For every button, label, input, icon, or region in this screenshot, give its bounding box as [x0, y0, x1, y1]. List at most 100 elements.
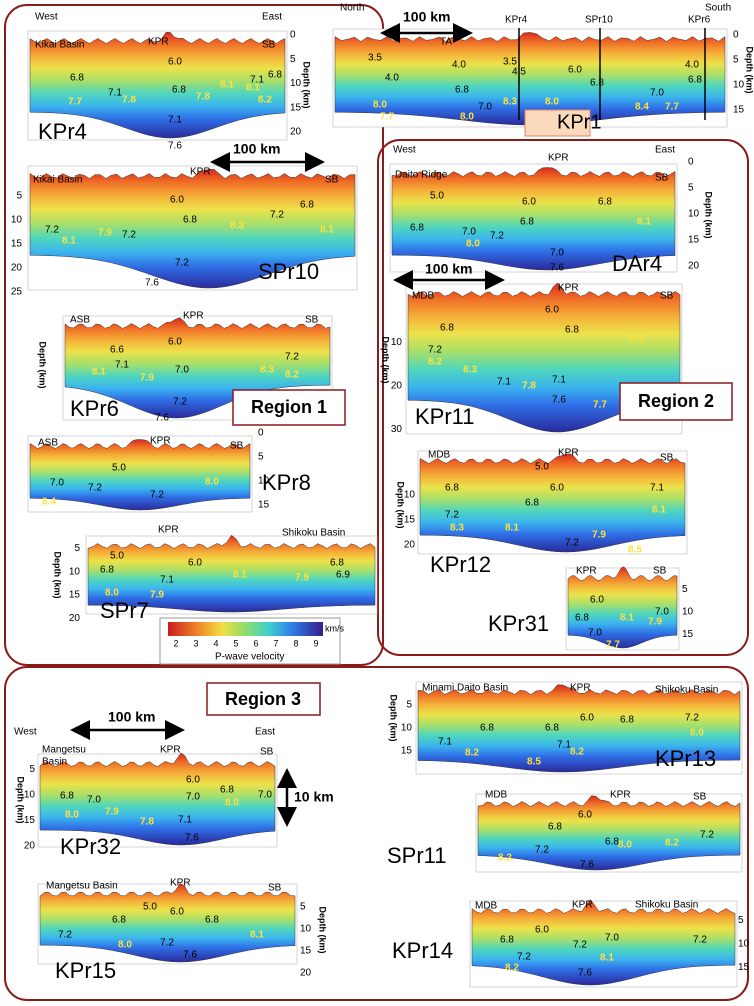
velocity-label: 8.0	[618, 840, 632, 851]
depth-tick: 10	[300, 924, 312, 935]
velocity-label: 7.6	[168, 141, 182, 152]
velocity-label: 8.1	[92, 367, 106, 378]
place-label: SB	[230, 441, 244, 452]
velocity-label: 6.0	[186, 775, 200, 786]
depth-tick: 10	[391, 337, 403, 348]
velocity-label: 6.8	[688, 75, 702, 86]
velocity-label: 7.7	[68, 97, 82, 108]
velocity-label: 7.9	[140, 373, 154, 384]
velocity-label: 7.1	[178, 815, 192, 826]
colorbar-tick: 2	[173, 638, 178, 648]
velocity-label: 3.5	[368, 53, 382, 64]
depth-tick: 25	[11, 287, 23, 298]
velocity-label: 7.0	[650, 88, 664, 99]
velocity-label: 7.1	[557, 740, 571, 751]
place-label: Mangetsu	[42, 745, 86, 756]
place-label: SB	[653, 566, 667, 577]
velocity-label: 6.8	[500, 935, 514, 946]
depth-tick: 20	[404, 540, 416, 551]
velocity-label: 6.0	[568, 65, 582, 76]
place-label: MDB	[412, 291, 435, 302]
depth-tick: 5	[682, 584, 688, 595]
depth-title: Depth (km)	[389, 695, 399, 742]
velocity-label: 7.1	[250, 75, 264, 86]
velocity-label: 8.1	[246, 83, 260, 94]
velocity-label: 8.0	[545, 97, 559, 108]
velocity-label: 7.2	[122, 230, 136, 241]
velocity-label: 6.8	[70, 73, 84, 84]
velocity-label: 8.1	[250, 930, 264, 941]
depth-tick: 10	[733, 80, 745, 91]
depth-title: Depth (km)	[381, 337, 391, 384]
velocity-label: 8.0	[205, 477, 219, 488]
velocity-label: 8.1	[505, 523, 519, 534]
velocity-label: 7.6	[155, 413, 169, 424]
kpr1-box	[524, 109, 591, 137]
depth-tick: 5	[290, 54, 296, 65]
velocity-label: 6.0	[170, 195, 184, 206]
place-label: Shikoku Basin	[282, 528, 345, 539]
velocity-section	[64, 317, 331, 419]
depth-tick: 10	[738, 939, 750, 950]
depth-tick: 5	[300, 902, 306, 913]
depth-tick: 15	[401, 746, 413, 757]
place-label: East	[255, 727, 275, 738]
velocity-label: 8.0	[105, 588, 119, 599]
velocity-label: 7.8	[196, 92, 210, 103]
velocity-label: 7.7	[380, 112, 394, 123]
velocity-label: 7.0	[605, 933, 619, 944]
place-label: East	[655, 145, 675, 156]
depth-tick: 20	[11, 263, 23, 274]
place-label: Shikoku Basin	[635, 900, 698, 911]
velocity-label: 4.5	[512, 67, 526, 78]
velocity-label: 7.7	[593, 400, 607, 411]
depth-tick: 5	[733, 55, 739, 66]
velocity-label: 6.8	[60, 791, 74, 802]
place-label: KPR	[183, 311, 204, 322]
place-label: TA	[440, 37, 452, 48]
colorbar-tick: 6	[253, 638, 258, 648]
velocity-label: 6.0	[168, 57, 182, 68]
velocity-label: 8.0	[460, 112, 474, 123]
velocity-label: 7.7	[606, 640, 620, 651]
velocity-label: 7.2	[428, 345, 442, 356]
colorbar-title: P-wave velocity	[215, 652, 284, 663]
depth-tick: 10	[290, 78, 302, 89]
velocity-label: 6.8	[183, 215, 197, 226]
velocity-label: 6.8	[455, 85, 469, 96]
velocity-label: 7.0	[478, 102, 492, 113]
velocity-label: 7.9	[98, 228, 112, 239]
velocity-label: 8.1	[220, 80, 234, 91]
velocity-label: 5.0	[143, 902, 157, 913]
velocity-label: 7.1	[108, 88, 122, 99]
velocity-label: 7.8	[140, 817, 154, 828]
colorbar-tick: 7	[273, 638, 278, 648]
panel-name: SPr7	[100, 598, 149, 623]
place-label: 100 km	[425, 261, 472, 277]
velocity-label: 7.0	[175, 365, 189, 376]
place-label: South	[705, 3, 731, 14]
velocity-label: 8.1	[620, 613, 634, 624]
velocity-label: 8.1	[320, 225, 334, 236]
panel-name: KPr1	[557, 111, 601, 133]
place-label: MDB	[428, 450, 451, 461]
depth-tick: 5	[406, 700, 412, 711]
velocity-label: 6.0	[535, 925, 549, 936]
depth-tick: 20	[290, 127, 302, 138]
velocity-section	[391, 167, 676, 271]
velocity-label: 8.1	[652, 505, 666, 516]
velocity-label: 7.2	[58, 930, 72, 941]
velocity-label: 7.6	[580, 860, 594, 871]
place-label: KPR	[558, 283, 579, 294]
velocity-label: 6.8	[605, 837, 619, 848]
panel-name: KPr6	[70, 396, 119, 421]
velocity-label: 6.8	[172, 85, 186, 96]
velocity-label: 7.6	[145, 278, 159, 289]
velocity-label: 8.3	[260, 365, 274, 376]
depth-title: Depth (km)	[16, 777, 26, 824]
velocity-label: 7.0	[588, 628, 602, 639]
place-label: Minami Daito Basin	[422, 683, 508, 694]
panel-name: KPr13	[655, 746, 716, 771]
velocity-label: 8.0	[65, 810, 79, 821]
place-label: KPR	[548, 153, 569, 164]
